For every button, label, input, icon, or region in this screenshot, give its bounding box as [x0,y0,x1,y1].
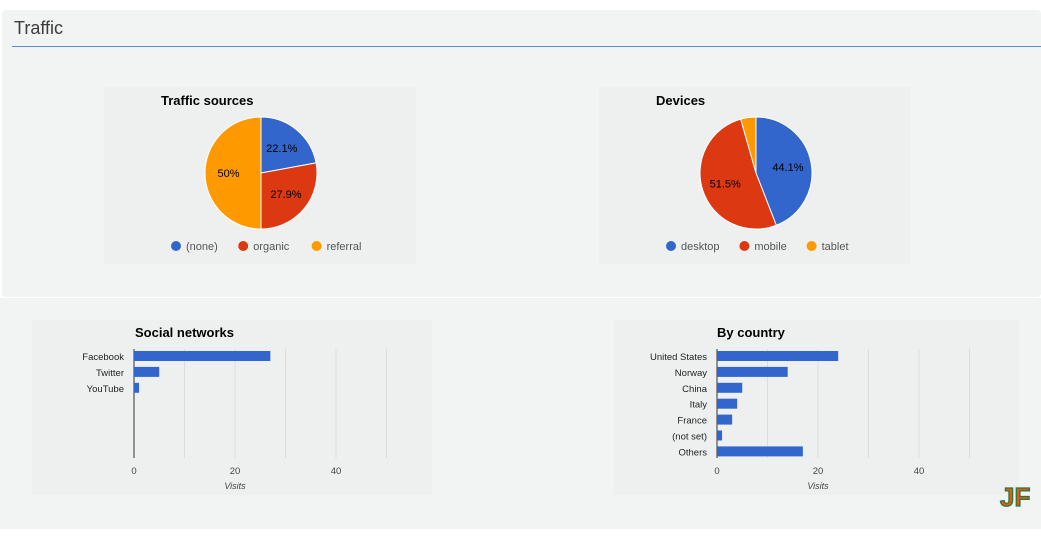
category-label: Italy [690,400,708,411]
slice-label: 27.9% [270,189,301,201]
legend-marker [238,241,249,251]
traffic-sources-chart: Traffic sources 22.1% 27.9% 50% (none) organi… [161,93,362,253]
slice-label: 44.1% [772,162,803,174]
x-tick-label: 20 [230,466,241,477]
pie-slice-tablet [740,116,757,174]
category-label: Others [678,447,707,458]
pie-slice-organic [260,162,318,230]
bar-notset [717,430,723,441]
x-tick-label: 0 [131,466,136,477]
x-tick-label: 40 [914,466,925,477]
legend-label: (none) [186,241,218,253]
legend-marker [311,241,322,251]
chart-title: By country [717,325,786,340]
category-label: United States [650,352,707,363]
section-divider [12,46,1041,47]
legend-marker [171,241,181,251]
category-label: (not set) [672,432,707,443]
bar-youtube [134,382,140,393]
by-country-card: By country United States Norway China Italy F… [614,320,1019,495]
slice-label: 51.5% [710,178,741,190]
pie-slice-none [260,116,317,174]
x-axis-label: Visits [224,481,246,491]
devices-chart: Devices 44.1% 51.5% desktop mobile tablet [656,93,849,253]
slice-label: 50% [218,168,240,180]
bar-others [717,446,803,457]
x-tick-label: 20 [813,466,824,477]
legend-label: desktop [681,241,720,253]
pie-slice-referral [204,116,262,230]
bar-china [717,382,743,393]
category-label: China [682,384,708,395]
slice-label: 22.1% [266,143,297,155]
legend-marker [806,241,817,251]
jf-logo: JF [999,481,1031,512]
x-tick-label: 40 [331,466,342,477]
bar-twitter [134,366,160,377]
x-tick-label: 0 [714,466,719,477]
social-networks-card: Social networks Facebook Twitter YouTube 0 20… [32,320,432,495]
pie-slice-desktop [755,116,813,226]
bar-france [717,414,733,425]
legend-marker [739,241,750,251]
by-country-chart: By country United States Norway China Italy F… [650,325,970,491]
devices-card: Devices 44.1% 51.5% desktop mobile tablet [599,87,911,264]
category-label: Norway [675,368,707,379]
bar-unitedstates [717,351,839,361]
section-title: Traffic [14,18,64,38]
x-axis-label: Visits [807,481,829,491]
category-label: Twitter [96,368,124,379]
category-label: YouTube [87,384,124,395]
legend-label: mobile [754,241,786,253]
legend-marker [666,241,676,251]
chart-title: Social networks [135,325,234,340]
logo-text: JF [1000,482,1030,512]
social-networks-chart: Social networks Facebook Twitter YouTube 0 20… [82,325,387,491]
legend-label: tablet [822,241,849,253]
traffic-sources-card: Traffic sources 22.1% 27.9% 50% (none) organi… [104,87,416,264]
bar-norway [717,366,788,377]
pie-slice-mobile [699,118,777,230]
bar-facebook [134,351,271,361]
legend-label: organic [253,241,290,253]
chart-title: Traffic sources [161,93,254,108]
chart-title: Devices [656,93,705,108]
category-label: Facebook [82,352,124,363]
bar-italy [717,398,738,409]
legend-label: referral [327,241,362,253]
category-label: France [677,416,707,427]
